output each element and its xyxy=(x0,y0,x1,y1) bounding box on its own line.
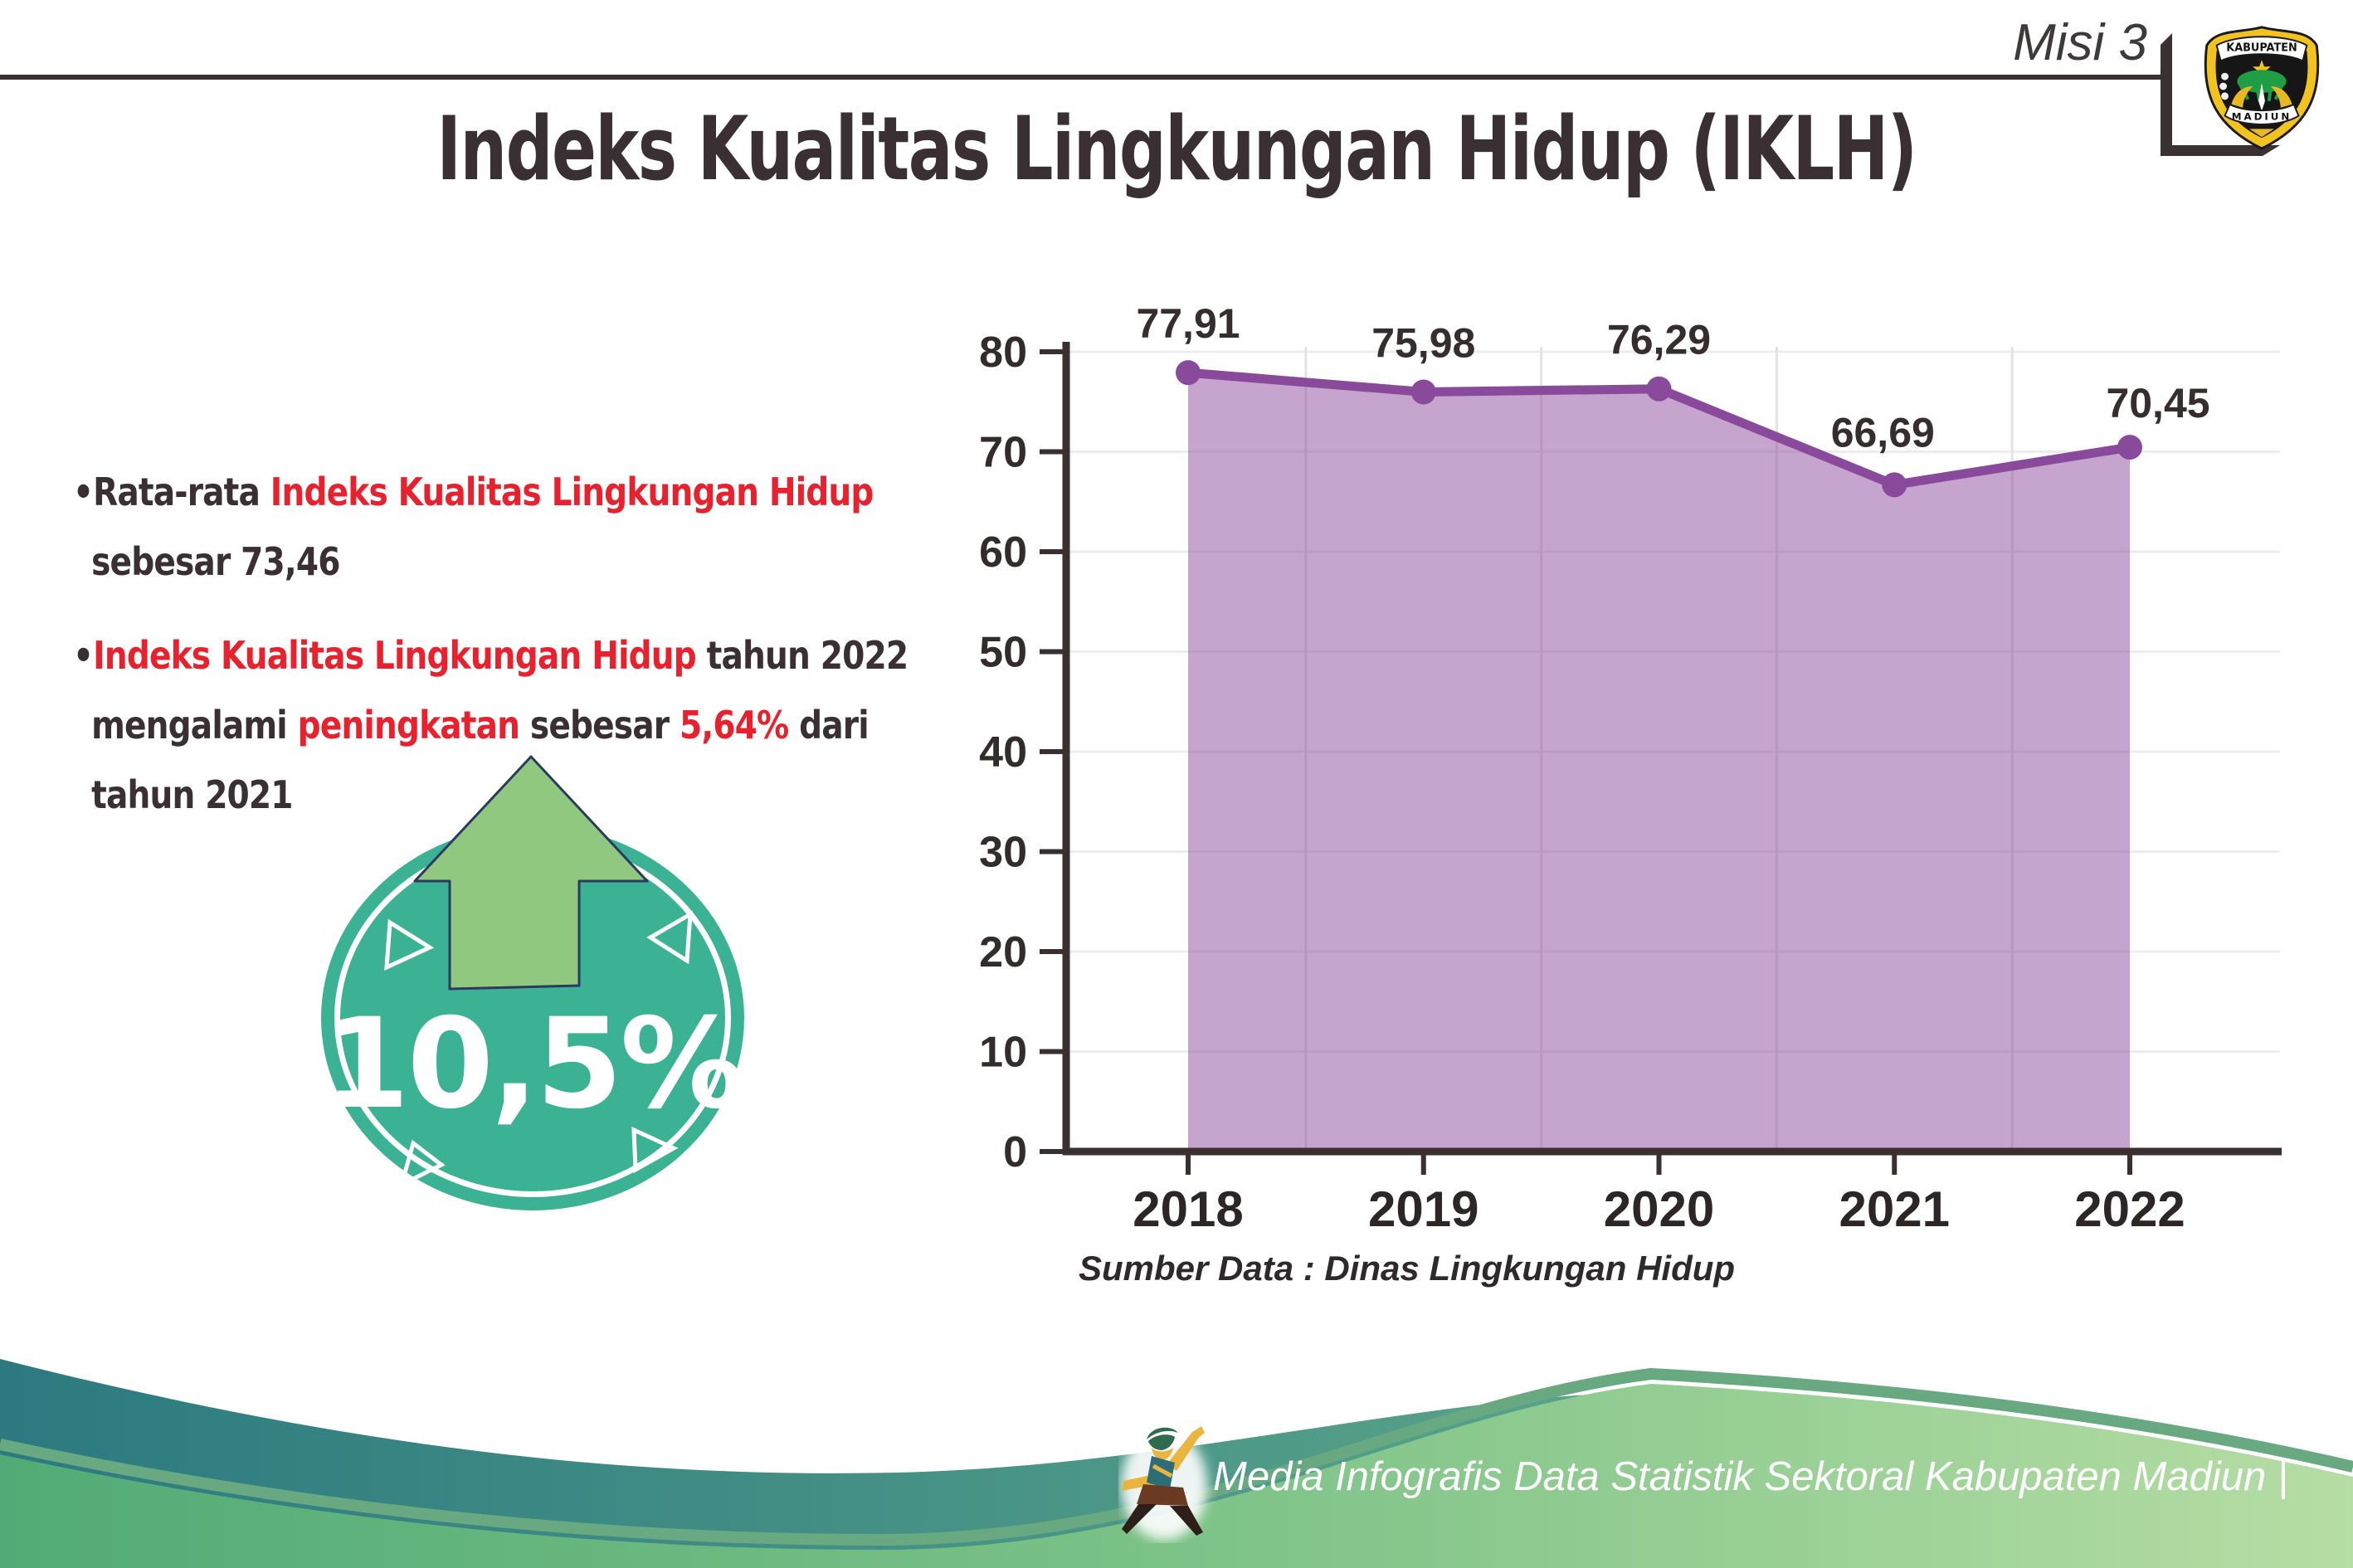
dancer-mascot-icon xyxy=(1121,1426,1207,1540)
y-tick-label: 80 xyxy=(979,329,1027,377)
up-arrow-icon xyxy=(413,755,649,991)
bullet-item: •Rata-rata Indeks Kualitas Lingkungan Hi… xyxy=(73,458,913,597)
text-segment: peningkatan xyxy=(297,703,520,748)
text-segment: dari xyxy=(788,703,870,748)
x-tick-label: 2021 xyxy=(1839,1181,1950,1237)
data-point xyxy=(2117,435,2142,460)
value-label: 76,29 xyxy=(1607,317,1711,363)
x-tick-label: 2022 xyxy=(2074,1181,2185,1237)
badge-accent-triangles xyxy=(384,910,693,1189)
footer-caption: Media Infografis Data Statistik Sektoral… xyxy=(1213,1454,2288,1499)
y-tick-label: 40 xyxy=(979,728,1027,777)
banner-bottom xyxy=(2224,103,2300,125)
logo-keris xyxy=(2258,83,2265,111)
text-segment: mengalami xyxy=(91,703,298,748)
y-tick-label: 20 xyxy=(979,928,1027,976)
value-label: 66,69 xyxy=(1831,409,1935,455)
value-label: 75,98 xyxy=(1371,319,1475,366)
y-tick-label: 0 xyxy=(1003,1128,1027,1176)
logo-top-label: KABUPATEN xyxy=(2226,42,2297,55)
bullet-line: •Indeks Kualitas Lingkungan Hidup tahun … xyxy=(73,621,913,691)
text-segment: Indeks Kualitas Lingkungan Hidup xyxy=(93,633,697,679)
text-segment: tahun 2021 xyxy=(91,772,293,817)
y-tick-label: 60 xyxy=(979,528,1027,577)
logo-wing-right xyxy=(2270,86,2292,108)
logo-bottom-label: MADIUN xyxy=(2232,111,2292,123)
bullet-line: •Rata-rata Indeks Kualitas Lingkungan Hi… xyxy=(73,458,913,528)
area-fill xyxy=(1188,373,2130,1152)
page-title: Indeks Kualitas Lingkungan Hidup (IKLH) xyxy=(436,98,1917,200)
y-tick-label: 70 xyxy=(979,429,1027,477)
wave-green xyxy=(0,1384,2353,1568)
misi-label: Misi 3 xyxy=(2013,14,2147,71)
wave-green-rim xyxy=(0,1367,2353,1546)
banner-top xyxy=(2215,36,2308,62)
footer-waves xyxy=(0,1359,2353,1568)
text-segment: sebesar xyxy=(519,703,680,748)
header-rule xyxy=(0,75,2161,80)
x-tick-label: 2018 xyxy=(1133,1181,1243,1237)
logo-wing-left xyxy=(2231,86,2253,108)
y-tick-label: 10 xyxy=(979,1029,1027,1077)
data-point xyxy=(1646,376,1672,402)
kabupaten-madiun-logo: KABUPATEN MADIUN xyxy=(2204,26,2320,150)
text-segment: Indeks Kualitas Lingkungan Hidup xyxy=(270,470,874,514)
source-note: Sumber Data : Dinas Lingkungan Hidup xyxy=(1079,1249,1736,1288)
bullet-item: •Indeks Kualitas Lingkungan Hidup tahun … xyxy=(73,621,913,830)
text-segment: •Rata-rata xyxy=(73,470,270,514)
increase-percentage: 10,5% xyxy=(323,992,744,1137)
text-segment: • xyxy=(73,633,94,679)
text-segment: 5,64% xyxy=(679,703,789,748)
text-segment: tahun 2022 xyxy=(695,633,909,679)
text-segment: sebesar 73,46 xyxy=(91,538,340,584)
bullet-line: mengalami peningkatan sebesar 5,64% dari xyxy=(73,691,913,761)
data-point xyxy=(1176,360,1201,386)
iklh-area-chart: 0 10 20 30 40 50 60 70 80 2018 2019 2020 2021 2022 77,… xyxy=(913,282,2323,1340)
x-tick-label: 2020 xyxy=(1604,1181,1714,1237)
logo-base-ornament xyxy=(2249,129,2274,138)
data-point xyxy=(1410,379,1436,405)
y-tick-label: 30 xyxy=(979,829,1027,877)
bullet-line: tahun 2021 xyxy=(73,761,913,830)
value-label: 77,91 xyxy=(1136,300,1240,347)
y-tick-label: 50 xyxy=(979,629,1027,677)
data-point xyxy=(1882,472,1907,498)
x-tick-label: 2019 xyxy=(1368,1181,1479,1237)
key-findings-list: •Rata-rata Indeks Kualitas Lingkungan Hi… xyxy=(73,458,913,855)
bullet-line: sebesar 73,46 xyxy=(73,528,913,597)
value-label: 70,45 xyxy=(2106,380,2209,426)
corner-bracket xyxy=(2161,33,2280,156)
